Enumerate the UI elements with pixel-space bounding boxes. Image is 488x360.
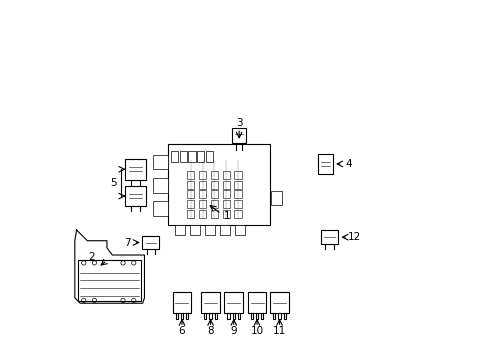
Bar xyxy=(232,313,234,319)
Bar xyxy=(187,171,194,179)
Bar xyxy=(283,313,285,319)
Bar xyxy=(199,171,206,179)
Bar xyxy=(317,154,332,174)
Bar xyxy=(272,313,275,319)
Bar xyxy=(222,210,229,217)
Bar xyxy=(210,200,218,208)
Bar xyxy=(278,313,280,319)
Bar xyxy=(189,225,200,235)
Bar xyxy=(153,155,167,169)
Bar xyxy=(247,292,266,313)
Bar xyxy=(142,236,159,249)
Text: 1: 1 xyxy=(223,211,229,221)
Bar xyxy=(222,200,229,208)
Text: 9: 9 xyxy=(230,327,237,337)
Bar xyxy=(205,152,212,162)
Bar xyxy=(270,292,288,313)
Bar xyxy=(78,260,141,301)
Text: 3: 3 xyxy=(235,118,242,128)
Bar xyxy=(175,313,178,319)
Bar xyxy=(232,128,245,143)
Bar xyxy=(209,313,211,319)
Bar xyxy=(270,191,282,205)
Bar xyxy=(125,159,145,180)
Bar xyxy=(224,292,243,313)
Bar xyxy=(199,200,206,208)
Bar xyxy=(187,190,194,198)
Bar xyxy=(222,190,229,198)
Bar xyxy=(199,181,206,189)
Bar xyxy=(125,186,145,206)
Bar xyxy=(172,292,191,313)
Bar xyxy=(261,313,263,319)
Bar xyxy=(234,210,241,217)
Bar xyxy=(210,190,218,198)
Bar xyxy=(181,313,183,319)
Bar xyxy=(199,190,206,198)
Text: 10: 10 xyxy=(250,327,263,337)
Text: 12: 12 xyxy=(347,232,361,242)
Bar xyxy=(250,313,252,319)
Text: 7: 7 xyxy=(124,238,130,248)
Text: 6: 6 xyxy=(178,327,185,337)
Bar xyxy=(214,313,217,319)
Text: 11: 11 xyxy=(272,327,285,337)
Bar xyxy=(234,171,241,179)
Bar xyxy=(222,181,229,189)
Bar xyxy=(203,313,206,319)
Bar xyxy=(234,200,241,208)
Bar xyxy=(210,210,218,217)
Bar xyxy=(234,190,241,198)
Bar xyxy=(204,225,214,235)
Text: 8: 8 xyxy=(207,327,213,337)
Bar xyxy=(222,171,229,179)
Bar xyxy=(175,225,184,235)
Text: 2: 2 xyxy=(88,252,95,262)
Bar xyxy=(234,225,244,235)
Bar xyxy=(188,152,195,162)
Bar xyxy=(227,313,229,319)
Bar xyxy=(171,152,178,162)
Bar xyxy=(255,313,258,319)
Text: 4: 4 xyxy=(345,159,352,169)
Bar xyxy=(201,292,220,313)
Bar xyxy=(167,144,269,225)
Bar xyxy=(238,313,240,319)
Bar xyxy=(187,200,194,208)
Bar xyxy=(187,181,194,189)
Bar xyxy=(153,202,167,216)
Bar xyxy=(197,152,203,162)
Bar xyxy=(186,313,188,319)
Bar xyxy=(210,171,218,179)
Bar xyxy=(320,230,337,244)
Bar xyxy=(153,178,167,193)
Bar xyxy=(210,181,218,189)
Bar xyxy=(220,225,229,235)
Bar xyxy=(187,210,194,217)
Text: 5: 5 xyxy=(110,178,117,188)
Bar xyxy=(234,181,241,189)
Bar xyxy=(180,152,186,162)
Bar xyxy=(199,210,206,217)
